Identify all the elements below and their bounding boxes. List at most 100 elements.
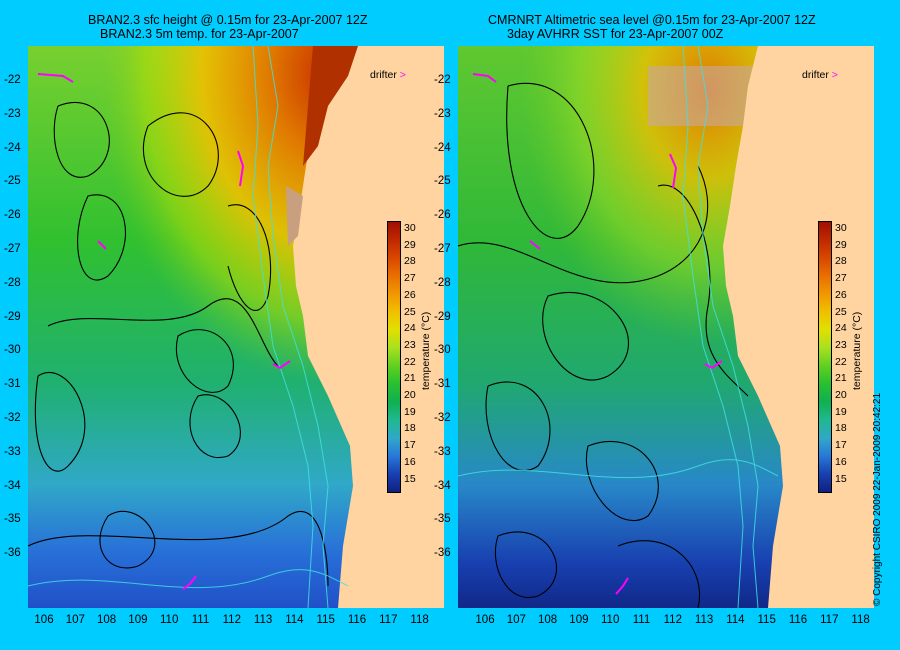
latitude-label: -27 [4, 243, 21, 255]
latitude-label: -26 [4, 209, 21, 222]
colorbar-tick-label: 26 [835, 288, 847, 301]
colorbar-label: temperature (°C) [420, 311, 432, 390]
longitude-label: 109 [569, 614, 589, 626]
colorbar-tick-label: 18 [404, 422, 416, 435]
colorbar-tick-label: 25 [404, 305, 416, 318]
latitude-label: -31 [4, 378, 21, 391]
colorbar-tick-label: 30 [404, 222, 416, 234]
colorbar-tick-label: 17 [835, 439, 847, 452]
latitude-label: -33 [434, 445, 451, 458]
latitude-label: -29 [4, 310, 21, 323]
longitude-label: 117 [820, 614, 839, 626]
latitude-label: -23 [4, 107, 21, 120]
right-title-line2: 3day AVHRR SST for 23-Apr-2007 00Z [507, 27, 724, 41]
colorbar-tick-label: 27 [404, 272, 416, 285]
latitude-label: -28 [434, 276, 451, 289]
longitude-label: 107 [65, 614, 85, 626]
colorbar-tick-label: 24 [404, 322, 416, 335]
latitude-label: -36 [434, 547, 451, 560]
latitude-label: -35 [434, 513, 451, 526]
left-map [28, 46, 444, 608]
colorbar-tick-label: 22 [404, 355, 416, 368]
longitude-label: 114 [285, 614, 304, 626]
drifter-label: drifter [802, 69, 829, 81]
latitude-label: -22 [434, 74, 451, 86]
colorbar-scale [818, 221, 832, 493]
drifter-label: drifter [370, 69, 397, 81]
longitude-label: 106 [34, 614, 54, 626]
colorbar-tick-label: 17 [404, 439, 416, 452]
colorbar-tick-label: 28 [835, 255, 847, 268]
latitude-label: -27 [434, 243, 451, 255]
drifter-arrow-icon: > [399, 69, 406, 81]
colorbar-tick-label: 23 [835, 338, 847, 351]
longitude-label: 114 [726, 614, 745, 626]
colorbar-tick-label: 29 [835, 238, 847, 251]
latitude-label: -36 [4, 547, 21, 560]
longitude-label: 118 [851, 614, 870, 626]
longitude-label: 111 [191, 614, 210, 626]
colorbar-tick-label: 25 [835, 305, 847, 318]
longitude-label: 113 [694, 614, 714, 626]
right-title-line1: CMRNRT Altimetric sea level @0.15m for 2… [488, 13, 816, 27]
left-title-line1: BRAN2.3 sfc height @ 0.15m for 23-Apr-20… [88, 13, 368, 27]
latitude-label: -23 [434, 107, 451, 120]
latitude-label: -28 [4, 276, 21, 289]
longitude-label: 109 [128, 614, 148, 626]
colorbar-tick-label: 26 [404, 288, 416, 301]
longitude-label: 108 [97, 614, 117, 626]
colorbar-tick-label: 16 [835, 455, 847, 468]
longitude-label: 110 [160, 614, 179, 626]
latitude-label: -34 [434, 479, 451, 492]
drifter-legend-right: drifter > [802, 69, 838, 81]
left-map-panel [28, 46, 444, 608]
latitude-label: -30 [4, 344, 21, 357]
longitude-label: 116 [347, 614, 367, 626]
latitude-label: -32 [434, 412, 451, 424]
longitude-label: 106 [475, 614, 495, 626]
colorbar-tick-label: 19 [404, 405, 416, 418]
longitude-label: 118 [410, 614, 429, 626]
latitude-label: -25 [434, 175, 451, 188]
colorbar-tick-label: 15 [835, 472, 847, 485]
right-map [458, 46, 874, 608]
colorbar-label: temperature (°C) [851, 311, 863, 390]
colorbar-tick-label: 20 [835, 389, 847, 401]
colorbar-tick-label: 30 [835, 222, 847, 234]
colorbar-tick-label: 29 [404, 238, 416, 251]
latitude-label: -34 [4, 479, 21, 492]
latitude-label: -22 [4, 74, 21, 86]
latitude-label: -31 [434, 378, 451, 391]
copyright-text: © Copyright CSIRO 2009 22-Jan-2009 20:42… [872, 392, 883, 606]
longitude-label: 111 [632, 614, 651, 626]
colorbar-tick-label: 19 [835, 405, 847, 418]
longitude-label: 107 [506, 614, 526, 626]
latitude-label: -35 [4, 513, 21, 526]
colorbar-tick-label: 15 [404, 472, 416, 485]
longitude-label: 117 [379, 614, 398, 626]
longitude-label: 116 [788, 614, 808, 626]
longitude-label: 108 [538, 614, 558, 626]
latitude-label: -24 [434, 141, 451, 154]
right-map-panel [458, 46, 874, 608]
colorbar-tick-label: 21 [835, 372, 847, 385]
longitude-label: 113 [253, 614, 273, 626]
latitude-label: -30 [434, 344, 451, 357]
latitude-label: -26 [434, 209, 451, 222]
drifter-arrow-icon: > [831, 69, 838, 81]
colorbar-tick-label: 16 [404, 455, 416, 468]
longitude-label: 110 [601, 614, 620, 626]
left-title-line2: BRAN2.3 5m temp. for 23-Apr-2007 [100, 27, 299, 41]
longitude-label: 112 [222, 614, 241, 626]
latitude-label: -24 [4, 141, 21, 154]
colorbar-tick-label: 18 [835, 422, 847, 435]
colorbar-tick-label: 28 [404, 255, 416, 268]
latitude-label: -32 [4, 412, 21, 424]
colorbar-tick-label: 23 [404, 338, 416, 351]
colorbar-tick-label: 20 [404, 389, 416, 401]
latitude-label: -33 [4, 445, 21, 458]
longitude-label: 115 [316, 614, 335, 626]
colorbar-scale [387, 221, 401, 493]
latitude-label: -29 [434, 310, 451, 323]
drifter-legend-left: drifter > [370, 69, 406, 81]
